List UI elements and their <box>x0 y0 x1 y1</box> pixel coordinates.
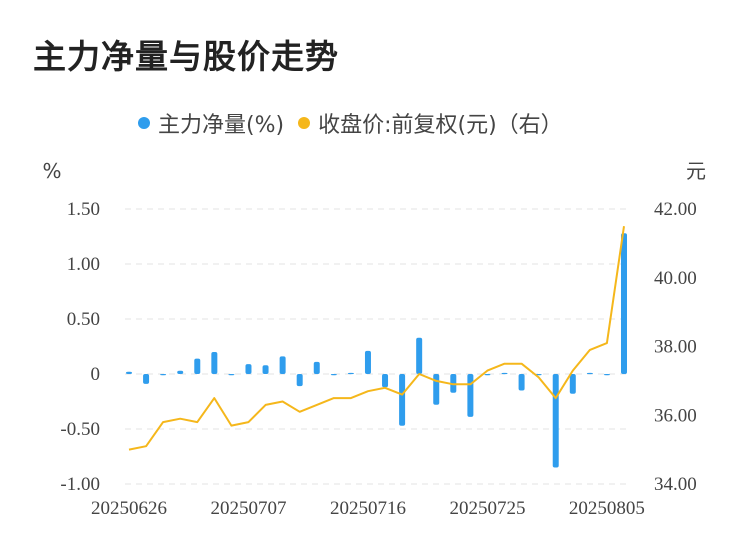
bar-net-flow-20250725[interactable] <box>484 374 491 376</box>
legend-item-close-price[interactable]: 收盘价:前复权(元)（右） <box>298 107 563 139</box>
bar-net-flow-20250630[interactable] <box>160 374 167 376</box>
x-axis-tick-label: 20250707 <box>210 498 286 519</box>
x-axis-tick-label: 20250805 <box>569 498 645 519</box>
legend-label-net-flow: 主力净量(%) <box>158 113 285 138</box>
bar-net-flow-20250716[interactable] <box>364 350 371 374</box>
legend-label-close-price: 收盘价:前复权(元)（右） <box>318 113 563 138</box>
bar-net-flow-20250707[interactable] <box>245 364 252 374</box>
bar-net-flow-20250806[interactable] <box>621 233 627 374</box>
chart-title: 主力净量与股价走势 <box>33 37 339 76</box>
left-axis-unit: % <box>42 159 61 183</box>
left-axis-tick-label: 1.50 <box>67 199 100 220</box>
right-axis-tick-label: 36.00 <box>654 405 697 426</box>
bar-net-flow-20250709[interactable] <box>279 356 286 374</box>
bar-net-flow-20250626[interactable] <box>126 371 132 374</box>
bar-net-flow-20250718[interactable] <box>399 374 406 426</box>
right-axis-tick-label: 38.00 <box>654 337 697 358</box>
bar-net-flow-20250715[interactable] <box>347 372 354 375</box>
bar-net-flow-20250731[interactable] <box>552 374 559 468</box>
right-axis-unit: 元 <box>686 159 706 183</box>
chart-legend: 主力净量(%) 收盘价:前复权(元)（右） <box>138 108 577 138</box>
bar-net-flow-20250627[interactable] <box>143 374 150 384</box>
bar-net-flow-20250722[interactable] <box>433 374 440 405</box>
left-axis-tick-label: -0.50 <box>60 419 100 440</box>
bar-net-flow-20250714[interactable] <box>330 374 337 376</box>
legend-marker-close-price <box>298 117 311 129</box>
left-axis-tick-label: 0.50 <box>67 309 100 330</box>
line-close-price[interactable] <box>128 226 625 451</box>
right-axis-tick-label: 40.00 <box>654 268 697 289</box>
x-axis-tick-label: 20250626 <box>91 498 167 519</box>
bar-net-flow-20250717[interactable] <box>382 374 389 388</box>
bar-net-flow-20250703[interactable] <box>211 352 218 374</box>
left-axis-tick-label: -1.00 <box>60 474 100 495</box>
bar-net-flow-20250711[interactable] <box>313 361 320 374</box>
bar-net-flow-20250724[interactable] <box>467 374 474 417</box>
bar-net-flow-20250804[interactable] <box>586 372 593 375</box>
left-axis-tick-label: 0 <box>91 364 101 385</box>
bar-net-flow-20250728[interactable] <box>501 372 508 375</box>
bar-net-flow-20250701[interactable] <box>177 370 184 374</box>
right-axis-tick-label: 42.00 <box>654 199 697 220</box>
legend-item-net-flow[interactable]: 主力净量(%) <box>138 107 284 139</box>
bar-net-flow-20250702[interactable] <box>194 358 201 374</box>
right-axis-tick-label: 34.00 <box>654 474 697 495</box>
bar-net-flow-20250708[interactable] <box>262 365 269 374</box>
bar-net-flow-20250801[interactable] <box>569 374 576 394</box>
legend-marker-net-flow <box>138 117 150 129</box>
x-axis-tick-label: 20250716 <box>330 498 406 519</box>
bar-net-flow-20250710[interactable] <box>296 374 303 387</box>
bar-net-flow-20250704[interactable] <box>228 374 235 376</box>
x-axis-tick-label: 20250725 <box>449 498 525 519</box>
bar-net-flow-20250805[interactable] <box>603 374 610 376</box>
left-axis-tick-label: 1.00 <box>67 254 100 275</box>
bar-net-flow-20250721[interactable] <box>416 337 423 374</box>
bar-net-flow-20250729[interactable] <box>518 374 525 391</box>
